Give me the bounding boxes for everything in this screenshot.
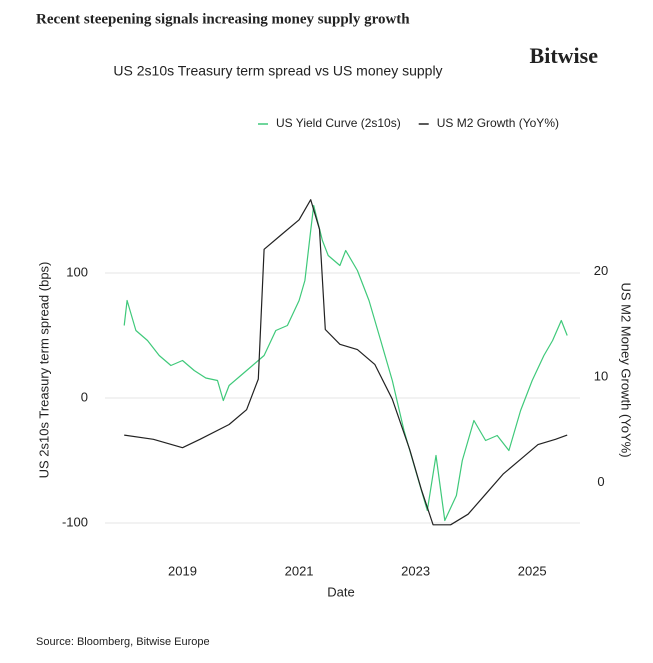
legend-label: US Yield Curve (2s10s) — [276, 116, 401, 130]
y-tick-label: 0 — [81, 389, 88, 404]
y2-tick-label: 20 — [594, 263, 608, 278]
x-tick-label: 2021 — [285, 563, 314, 578]
y-tick-label: -100 — [62, 514, 88, 529]
x-tick-label: 2019 — [168, 563, 197, 578]
source-note: Source: Bloomberg, Bitwise Europe — [36, 636, 210, 648]
y2-tick-label: 10 — [594, 368, 608, 383]
brand-logo: Bitwise — [530, 43, 599, 68]
page-title: Recent steepening signals increasing mon… — [36, 11, 410, 27]
x-axis-label: Date — [327, 584, 354, 599]
x-tick-label: 2025 — [518, 563, 547, 578]
legend-label: US M2 Growth (YoY%) — [437, 116, 559, 130]
chart-title: US 2s10s Treasury term spread vs US mone… — [113, 63, 442, 79]
y-axis-label: US 2s10s Treasury term spread (bps) — [36, 262, 51, 479]
legend: US Yield Curve (2s10s) US M2 Growth (YoY%… — [258, 116, 559, 130]
y-tick-label: 100 — [66, 264, 88, 279]
line-series — [123, 204, 568, 522]
y2-axis-label: US M2 Money Growth (YoY%) — [619, 282, 634, 457]
x-tick-label: 2023 — [401, 563, 430, 578]
line-series — [124, 199, 568, 526]
y2-tick-label: 0 — [597, 474, 604, 489]
